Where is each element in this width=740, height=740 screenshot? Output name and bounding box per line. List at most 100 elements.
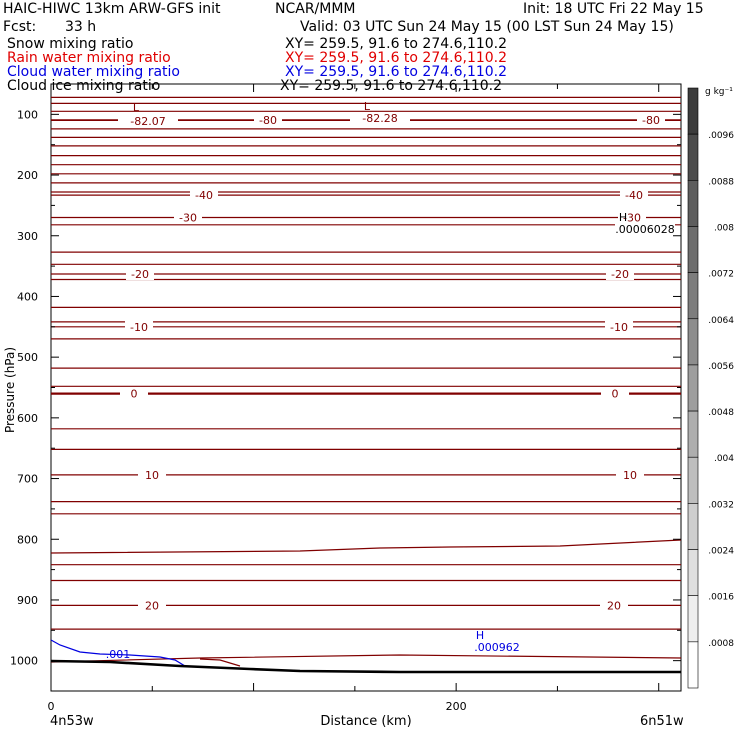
contour-label: 0 <box>612 388 619 401</box>
contour-label-bg <box>126 267 154 280</box>
contour-label-bg <box>637 113 665 126</box>
contour-label: -30 <box>179 212 197 225</box>
contour-label: -20 <box>131 268 149 281</box>
colorbar-label: .0096 <box>708 131 734 141</box>
extremum-marker: H <box>476 629 484 642</box>
x-tick-label: 200 <box>446 700 467 713</box>
isotherm-line <box>50 539 682 554</box>
contour-label-bg <box>616 468 644 481</box>
y-tick-label: 200 <box>17 169 38 182</box>
contour-label-bg <box>606 267 634 280</box>
colorbar-label: .0024 <box>708 547 734 557</box>
extremum-value: -82.07 <box>130 115 165 128</box>
model-title: HAIC-HIWC 13km ARW-GFS init <box>3 1 221 17</box>
y-tick-label: 100 <box>17 108 38 121</box>
contour-label: 0 <box>131 388 138 401</box>
contour-label: -40 <box>625 189 643 202</box>
field-cloudwater-name: Cloud water mixing ratio <box>7 64 180 80</box>
y-tick-label: 900 <box>17 594 38 607</box>
colorbar-swatch <box>687 595 699 643</box>
org-label: NCAR/MMM <box>275 1 356 17</box>
colorbar-swatch <box>687 87 699 135</box>
extremum-label-bg <box>467 641 527 653</box>
y-tick-label: 1000 <box>10 655 38 668</box>
contour-label-bg <box>190 189 218 202</box>
field-snow-name: Snow mixing ratio <box>7 36 134 52</box>
y-tick-label: 400 <box>17 290 38 303</box>
colorbar-label: .0072 <box>708 270 734 280</box>
colorbar-swatch <box>687 226 699 273</box>
y-tick-label: 600 <box>17 412 38 425</box>
extremum-marker: L <box>364 100 371 113</box>
extremum-marker: H <box>619 211 627 224</box>
isotherm-line <box>50 654 682 663</box>
forecast-label: Fcst: <box>3 19 37 35</box>
colorbar-swatch <box>687 641 699 689</box>
colorbar-label: .0056 <box>708 362 734 372</box>
colorbar-label: .004 <box>714 454 734 464</box>
contour-label-bg <box>601 387 629 400</box>
contour-label-bg <box>138 468 166 481</box>
x-end-label: 6n51w <box>640 714 684 729</box>
forecast-hour: 33 h <box>65 19 97 35</box>
contour-label-bg <box>600 599 628 612</box>
field-cloudice-name: Cloud ice mixing ratio <box>7 78 161 94</box>
extremum-value: -82.28 <box>362 112 397 125</box>
y-tick-label: 300 <box>17 230 38 243</box>
colorbar-swatch <box>687 180 699 227</box>
contour-label: 10 <box>145 469 159 482</box>
colorbar-swatch <box>687 549 699 596</box>
init-time: Init: 18 UTC Fri 22 May 15 <box>523 1 704 17</box>
y-tick-label: 700 <box>17 473 38 486</box>
extremum-label-bg <box>615 223 675 235</box>
field-rain-name: Rain water mixing ratio <box>7 50 171 66</box>
extremum-label-bg <box>350 112 410 124</box>
colorbar-swatch <box>687 364 699 412</box>
colorbar-label: .0016 <box>708 593 734 603</box>
colorbar-label: .0032 <box>708 500 734 510</box>
contour-label: -20 <box>611 268 629 281</box>
colorbar-unit: g kg⁻¹ <box>705 87 733 97</box>
contour-label-bg <box>125 320 153 333</box>
rain-contour <box>199 658 241 667</box>
colorbar-swatch <box>687 410 699 458</box>
x-axis-label: Distance (km) <box>320 714 411 729</box>
x-start-label: 4n53w <box>50 714 94 729</box>
field-cloudice-xy: XY= 259.5, 91.6 to 274.6,110.2 <box>280 78 503 94</box>
contour-label: 20 <box>145 599 159 612</box>
contour-label: -40 <box>195 189 213 202</box>
colorbar-swatch <box>687 456 699 504</box>
extremum-value: .000962 <box>474 641 520 654</box>
contour-label-bg <box>254 113 282 126</box>
colorbar: .0096 .0088 .008 .0072 .0064 .0056 .0048 .004 .0… <box>687 87 734 689</box>
colorbar-label: .0008 <box>708 639 734 649</box>
contour-label-bg <box>620 189 648 202</box>
y-tick-label: 500 <box>17 351 38 364</box>
cloud-water-contour <box>50 639 186 667</box>
contour-label-bg <box>120 387 148 400</box>
contour-label-bg <box>138 599 166 612</box>
contour-label-bg <box>174 211 202 224</box>
contour-label: -10 <box>130 321 148 334</box>
contour-label: 10 <box>623 469 637 482</box>
colorbar-swatch <box>687 318 699 366</box>
temperature-contours: -80 -80 -40 -40 -30 -30 -20 -20 -10 -10 0 0 10 10 20 20… <box>50 96 682 674</box>
y-axis-label: Pressure (hPa) <box>3 347 17 433</box>
colorbar-swatch <box>687 272 699 320</box>
contour-label: 20 <box>607 599 621 612</box>
contour-label: -10 <box>610 321 628 334</box>
x-tick-label: 0 <box>48 700 55 713</box>
terrain-line <box>50 659 681 674</box>
extremum-marker: L <box>133 101 140 114</box>
colorbar-label: .008 <box>714 223 734 233</box>
contour-label: -80 <box>259 114 277 127</box>
contour-label-bg <box>605 320 633 333</box>
colorbar-label: .0048 <box>708 408 734 418</box>
field-rain-xy: XY= 259.5, 91.6 to 274.6,110.2 <box>285 50 508 66</box>
contour-label: -30 <box>623 212 641 225</box>
field-snow-xy: XY= 259.5, 91.6 to 274.6,110.2 <box>285 36 508 52</box>
contour-label-bg <box>618 211 646 224</box>
contour-label: -80 <box>642 114 660 127</box>
